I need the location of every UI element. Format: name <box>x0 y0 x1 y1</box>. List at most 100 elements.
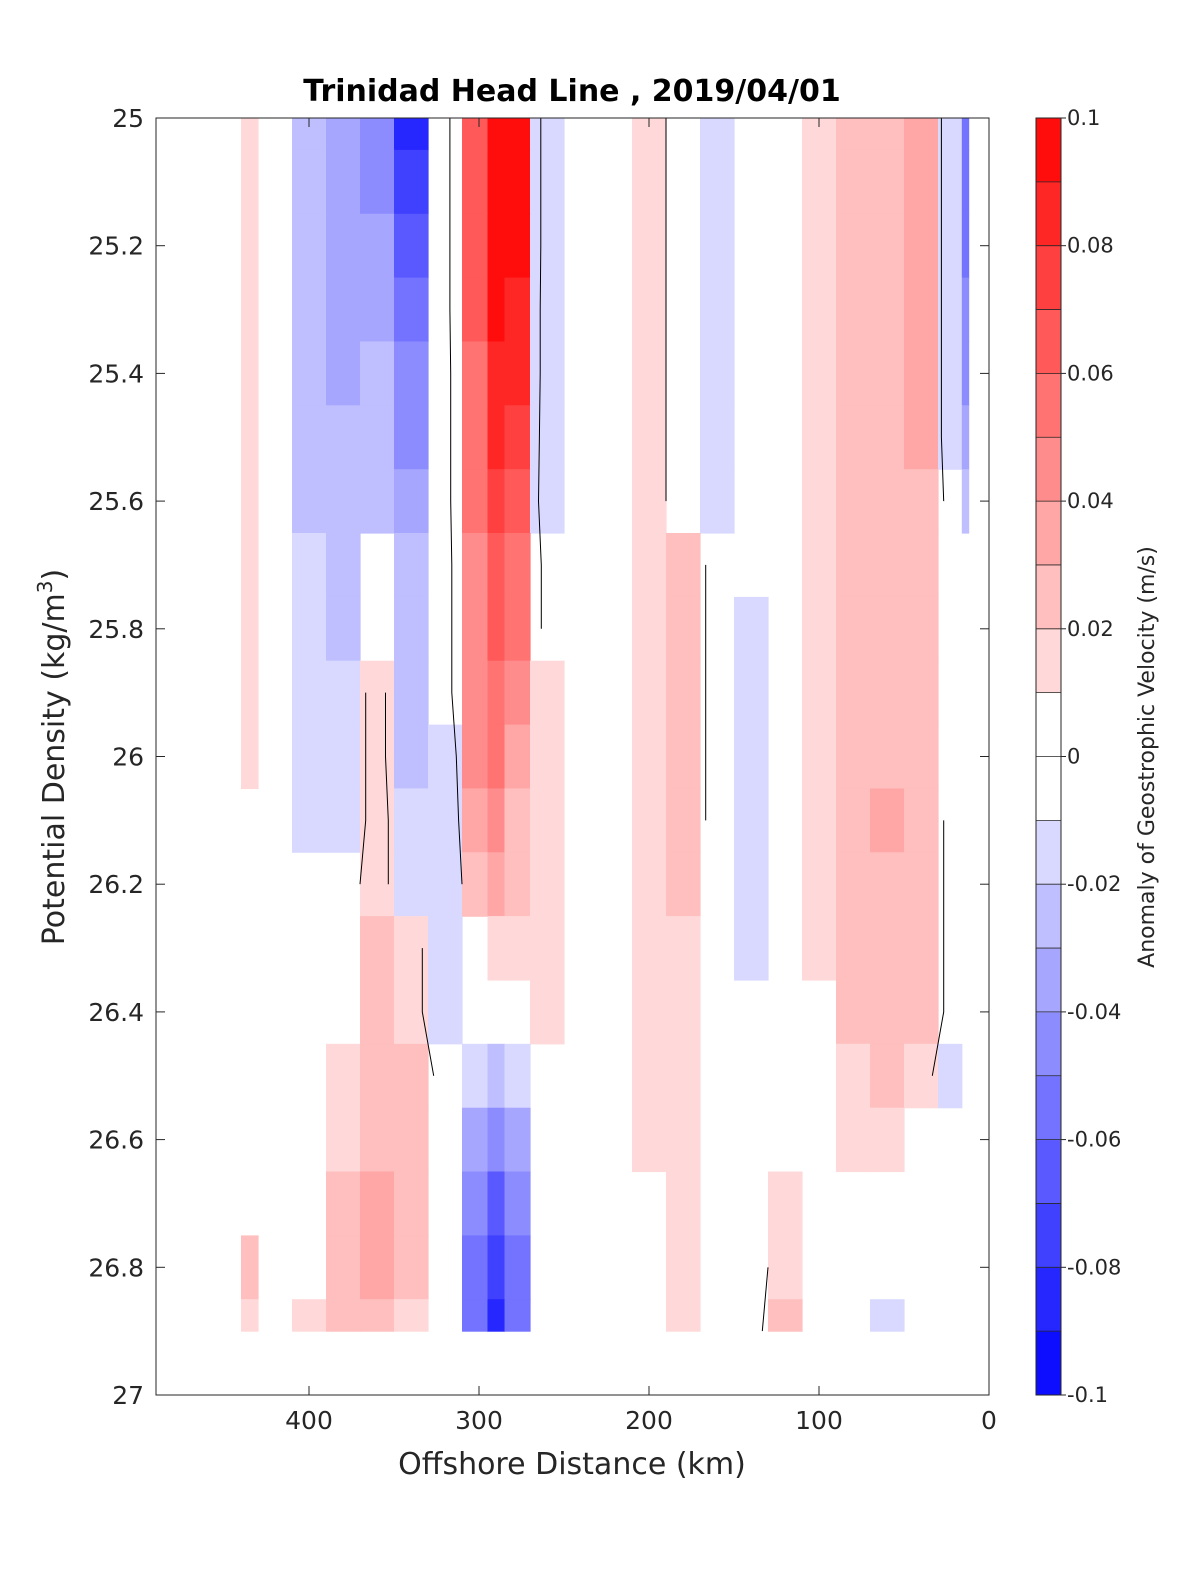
contour-cell <box>326 1235 361 1300</box>
y-tick-label: 25 <box>112 104 144 133</box>
contour-cell <box>666 788 701 853</box>
contour-cell <box>938 277 963 343</box>
contour-cell <box>530 724 565 790</box>
contour-cell <box>836 149 871 215</box>
contour-cell <box>904 1043 939 1109</box>
contour-cell <box>487 852 506 917</box>
contour-cell <box>394 341 429 406</box>
contour-cell <box>241 533 259 598</box>
contour-cell <box>394 916 429 981</box>
contour-cell <box>360 341 395 406</box>
contour-cell <box>904 405 939 470</box>
contour-cell <box>802 469 837 534</box>
contour-cell <box>326 277 361 343</box>
contour-cell <box>360 1299 395 1332</box>
contour-cell <box>836 980 871 1045</box>
y-tick-label: 26.4 <box>88 998 144 1027</box>
contour-cell <box>292 660 327 726</box>
contour-cell <box>504 149 531 215</box>
contour-cell <box>241 405 259 470</box>
contour-cell <box>632 277 667 343</box>
contour-cell <box>462 405 489 470</box>
contour-cell <box>504 1107 531 1173</box>
colorbar-swatch <box>1036 1075 1061 1141</box>
contour-cell <box>530 660 565 726</box>
contour-cell <box>428 852 463 917</box>
y-tick-label: 25.8 <box>88 615 144 644</box>
contour-cell <box>802 852 837 917</box>
y-tick-label: 26.8 <box>88 1253 144 1282</box>
contour-cell <box>360 980 395 1045</box>
contour-cell <box>326 533 361 598</box>
zero-contour-line <box>940 118 945 502</box>
contour-cell <box>632 788 667 853</box>
contour-cell <box>292 533 327 598</box>
contour-cell <box>768 1299 803 1332</box>
colorbar-swatches <box>1036 118 1061 1396</box>
contour-cell <box>394 277 429 343</box>
contour-cell <box>504 1299 531 1332</box>
contour-cell <box>700 469 735 534</box>
colorbar-swatch <box>1036 692 1061 757</box>
contour-cell <box>904 916 939 981</box>
zero-contour-line <box>385 692 389 885</box>
contour-cell <box>870 724 905 790</box>
contour-cell <box>904 213 939 279</box>
contour-cell <box>462 277 489 343</box>
contour-cell <box>487 1299 506 1332</box>
contour-cell <box>504 724 531 790</box>
contour-cell <box>938 149 963 215</box>
x-tick-label: 300 <box>455 1406 503 1435</box>
colorbar-tick-label: -0.08 <box>1067 1255 1121 1279</box>
contour-cell <box>802 916 837 981</box>
contour-cell <box>632 660 667 726</box>
contour-cell <box>241 1235 259 1300</box>
contour-cell <box>326 1299 361 1332</box>
contour-cell <box>292 405 327 470</box>
y-axis-label-main: Potential Density (kg/m <box>37 593 72 945</box>
contour-cell <box>938 341 963 406</box>
contour-cell <box>360 1171 395 1236</box>
contour-cell <box>462 724 489 790</box>
contour-cell <box>530 405 565 470</box>
colorbar-swatch <box>1036 309 1061 374</box>
contour-cell <box>904 149 939 215</box>
contour-cell <box>700 213 735 279</box>
contour-cell <box>870 1299 905 1332</box>
contour-cell <box>487 916 506 981</box>
contour-cell <box>487 1043 506 1109</box>
contour-cell <box>870 533 905 598</box>
contour-cell <box>462 596 489 662</box>
contour-cell <box>241 341 259 406</box>
contour-cell <box>802 341 837 406</box>
contour-cell <box>632 1043 667 1109</box>
colorbar-swatch <box>1036 1203 1061 1268</box>
zero-contour-line <box>761 1267 769 1332</box>
y-tick-label: 26.2 <box>88 870 144 899</box>
contour-cell <box>292 1299 327 1332</box>
contour-cell <box>666 852 701 917</box>
y-tick-label: 26 <box>112 743 144 772</box>
contour-cell <box>504 852 531 917</box>
colorbar-swatch <box>1036 501 1061 566</box>
contour-cell <box>836 916 871 981</box>
contour-cell <box>394 596 429 662</box>
contour-cell <box>961 149 970 215</box>
y-tick-label: 25.4 <box>88 359 144 388</box>
contour-cell <box>666 916 701 981</box>
colorbar-swatch <box>1036 1331 1061 1396</box>
contour-cell <box>961 469 970 534</box>
contour-cell <box>961 341 970 406</box>
contour-cell <box>768 1235 803 1300</box>
contour-cell <box>938 118 963 151</box>
contour-cell <box>802 533 837 598</box>
contour-cell <box>802 405 837 470</box>
contour-cell <box>326 118 361 151</box>
contour-cell <box>632 469 667 534</box>
contour-cell <box>802 660 837 726</box>
contour-cell <box>360 213 395 279</box>
contour-cell <box>394 1043 429 1109</box>
contour-cell <box>487 149 506 215</box>
contour-cell <box>870 341 905 406</box>
colorbar-swatch <box>1036 245 1061 310</box>
